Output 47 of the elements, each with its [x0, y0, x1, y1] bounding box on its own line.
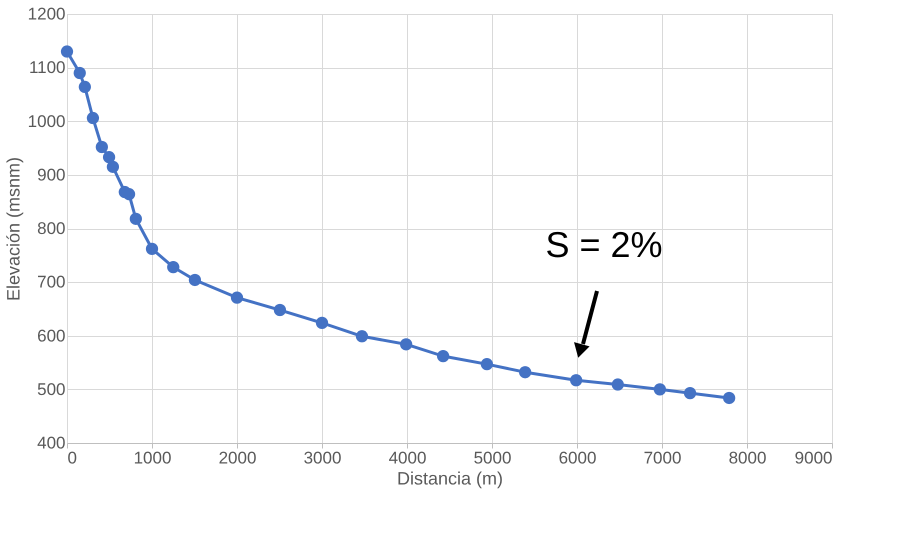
x-tick-label: 4000 [388, 448, 426, 468]
point [188, 274, 202, 286]
point [106, 160, 120, 173]
y-tick-label: 800 [37, 219, 66, 238]
point [230, 292, 244, 304]
y-tick-label: 1200 [28, 4, 66, 24]
annotation: S = 2% [545, 224, 663, 265]
y-tick-label: 400 [37, 434, 66, 452]
y-tick-label: 1100 [28, 58, 66, 78]
x-tick-label: 6000 [558, 448, 596, 468]
point [102, 151, 116, 164]
point [78, 80, 91, 94]
point [654, 383, 666, 396]
y-axis-title: Elevación (msnm) [4, 156, 24, 302]
point [274, 304, 286, 316]
point [400, 338, 412, 350]
point [356, 330, 368, 342]
y-tick-label: 900 [37, 165, 66, 184]
x-tick-label: 0 [68, 448, 77, 468]
x-tick-label: 1000 [134, 448, 172, 468]
y-tick-label: 1000 [28, 112, 66, 131]
point [60, 45, 74, 58]
point [570, 374, 582, 386]
y-tick-label: 700 [37, 272, 66, 292]
x-tick-label: 3000 [304, 448, 342, 468]
point [684, 387, 696, 400]
point [122, 188, 136, 200]
point [74, 66, 86, 80]
point [167, 261, 180, 274]
x-tick-label: 9000 [794, 448, 832, 468]
point [723, 392, 736, 404]
point [437, 350, 450, 362]
point [480, 358, 494, 370]
point [96, 140, 108, 154]
y-tick-label: 500 [37, 380, 66, 399]
point [130, 212, 142, 225]
y-tick-label: 600 [37, 326, 66, 346]
x-tick-label: 2000 [218, 448, 256, 468]
x-tick-label: 5000 [474, 448, 512, 468]
point [519, 366, 532, 378]
point [86, 112, 100, 124]
x-tick-label: 7000 [644, 448, 682, 468]
point [316, 316, 328, 329]
point [146, 242, 158, 255]
point [612, 378, 624, 391]
x-tick-label: 8000 [728, 448, 766, 468]
x-axis-title: Distancia (m) [396, 468, 504, 488]
